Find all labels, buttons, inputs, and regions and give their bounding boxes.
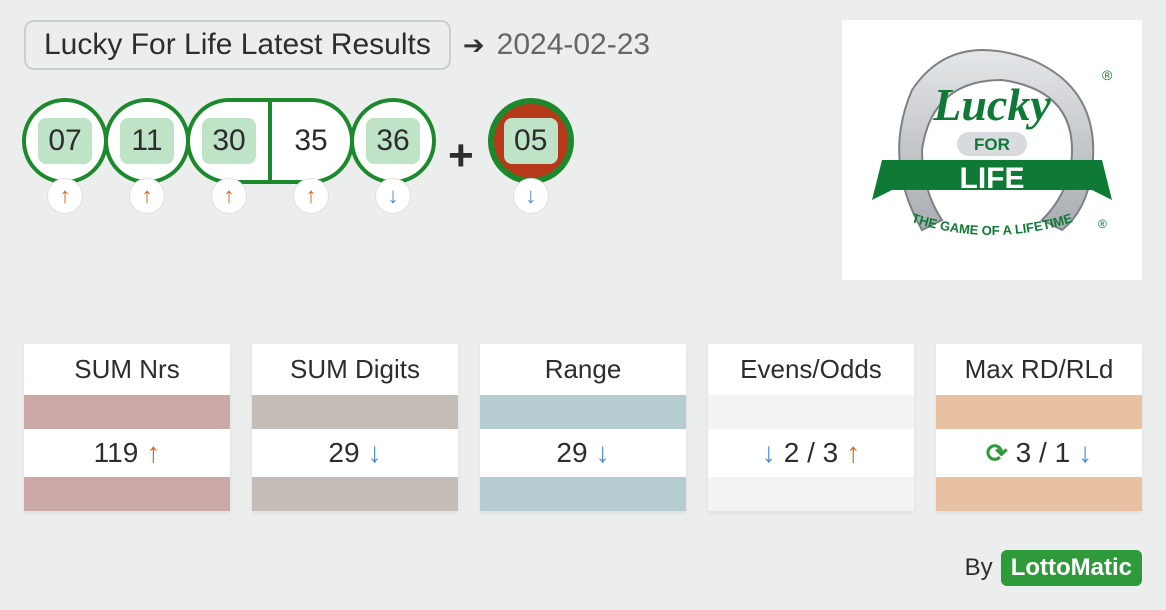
stat-label: Evens/Odds <box>708 344 914 395</box>
page-title: Lucky For Life Latest Results <box>24 20 451 70</box>
by-label: By <box>965 554 993 582</box>
stat-footer <box>708 477 914 511</box>
ball-wrap: 35 ↑ <box>270 98 352 214</box>
arrow-up-icon: ↑ <box>129 178 165 214</box>
stat-card: Range 29↓ <box>480 344 686 511</box>
ball-number: 35 <box>284 118 338 164</box>
arrow-right-icon: ➔ <box>463 30 485 61</box>
stat-label: SUM Nrs <box>24 344 230 395</box>
ball-wrap: 11 ↑ <box>106 98 188 214</box>
stat-card: Evens/Odds ↓2 / 3↑ <box>708 344 914 511</box>
stat-footer <box>480 477 686 511</box>
arrow-up-icon: ↑ <box>211 178 247 214</box>
ball-wrap: 30 ↑ <box>188 98 270 214</box>
lucky-for-life-logo: Lucky FOR LIFE THE GAME OF A LIFETIME ® … <box>862 40 1122 260</box>
bonus-ball-wrap: 05 ↓ <box>488 98 574 214</box>
stat-value: 119↑ <box>24 429 230 477</box>
ball: 30 <box>186 98 272 184</box>
bonus-ball: 05 <box>488 98 574 184</box>
arrow-up-icon: ↑ <box>146 437 160 469</box>
stat-card: Max RD/RLd ⟳3 / 1↓ <box>936 344 1142 511</box>
arrow-up-icon: ↑ <box>293 178 329 214</box>
stat-footer <box>252 477 458 511</box>
stat-bar <box>480 395 686 429</box>
ball: 35 <box>268 98 354 184</box>
ball-wrap: 07 ↑ <box>24 98 106 214</box>
stat-bar <box>252 395 458 429</box>
title-row: Lucky For Life Latest Results ➔ 2024-02-… <box>24 20 822 70</box>
logo-for-text: FOR <box>974 135 1010 154</box>
logo-lucky-text: Lucky <box>932 79 1051 130</box>
stat-bar <box>24 395 230 429</box>
ball-number: 07 <box>38 118 92 164</box>
stat-bar <box>708 395 914 429</box>
results-column: Lucky For Life Latest Results ➔ 2024-02-… <box>24 20 822 214</box>
bonus-number: 05 <box>504 118 558 164</box>
stat-footer <box>936 477 1142 511</box>
main-balls: 07 ↑ 11 ↑ 30 ↑ 35 ↑ 36 ↓ <box>24 98 434 214</box>
stat-card: SUM Nrs 119↑ <box>24 344 230 511</box>
top-section: Lucky For Life Latest Results ➔ 2024-02-… <box>24 20 1142 280</box>
stat-value: ⟳3 / 1↓ <box>936 429 1142 477</box>
stat-value: 29↓ <box>480 429 686 477</box>
stat-label: SUM Digits <box>252 344 458 395</box>
game-logo: Lucky FOR LIFE THE GAME OF A LIFETIME ® … <box>842 20 1142 280</box>
stat-card: SUM Digits 29↓ <box>252 344 458 511</box>
arrow-down-icon: ↓ <box>513 178 549 214</box>
stat-footer <box>24 477 230 511</box>
ball-number: 11 <box>120 118 174 164</box>
arrow-up-icon: ↑ <box>47 178 83 214</box>
logo-life-text: LIFE <box>960 162 1025 195</box>
stat-label: Range <box>480 344 686 395</box>
arrow-down-icon: ↓ <box>1078 437 1092 469</box>
stat-bar <box>936 395 1142 429</box>
registered-icon: ® <box>1098 217 1107 231</box>
ball-number: 36 <box>366 118 420 164</box>
stats-row: SUM Nrs 119↑ SUM Digits 29↓ Range 29↓ Evens/Od… <box>24 344 1142 511</box>
arrow-down-icon: ↓ <box>762 437 776 469</box>
registered-icon: ® <box>1102 67 1113 83</box>
ball: 11 <box>104 98 190 184</box>
arrow-up-icon: ↑ <box>846 437 860 469</box>
stat-label: Max RD/RLd <box>936 344 1142 395</box>
ball-wrap: 36 ↓ <box>352 98 434 214</box>
stat-value: ↓2 / 3↑ <box>708 429 914 477</box>
arrow-down-icon: ↓ <box>375 178 411 214</box>
ball: 07 <box>22 98 108 184</box>
stat-value: 29↓ <box>252 429 458 477</box>
plus-sign: + <box>448 131 474 181</box>
byline: By LottoMatic <box>965 550 1142 586</box>
ball: 36 <box>350 98 436 184</box>
arrow-down-icon: ↓ <box>368 437 382 469</box>
draw-date: 2024-02-23 <box>497 28 650 62</box>
ball-number: 30 <box>202 118 256 164</box>
arrow-down-icon: ↓ <box>596 437 610 469</box>
brand-badge: LottoMatic <box>1001 550 1142 586</box>
refresh-icon: ⟳ <box>986 438 1008 469</box>
balls-row: 07 ↑ 11 ↑ 30 ↑ 35 ↑ 36 ↓ + 05 ↓ <box>24 98 822 214</box>
